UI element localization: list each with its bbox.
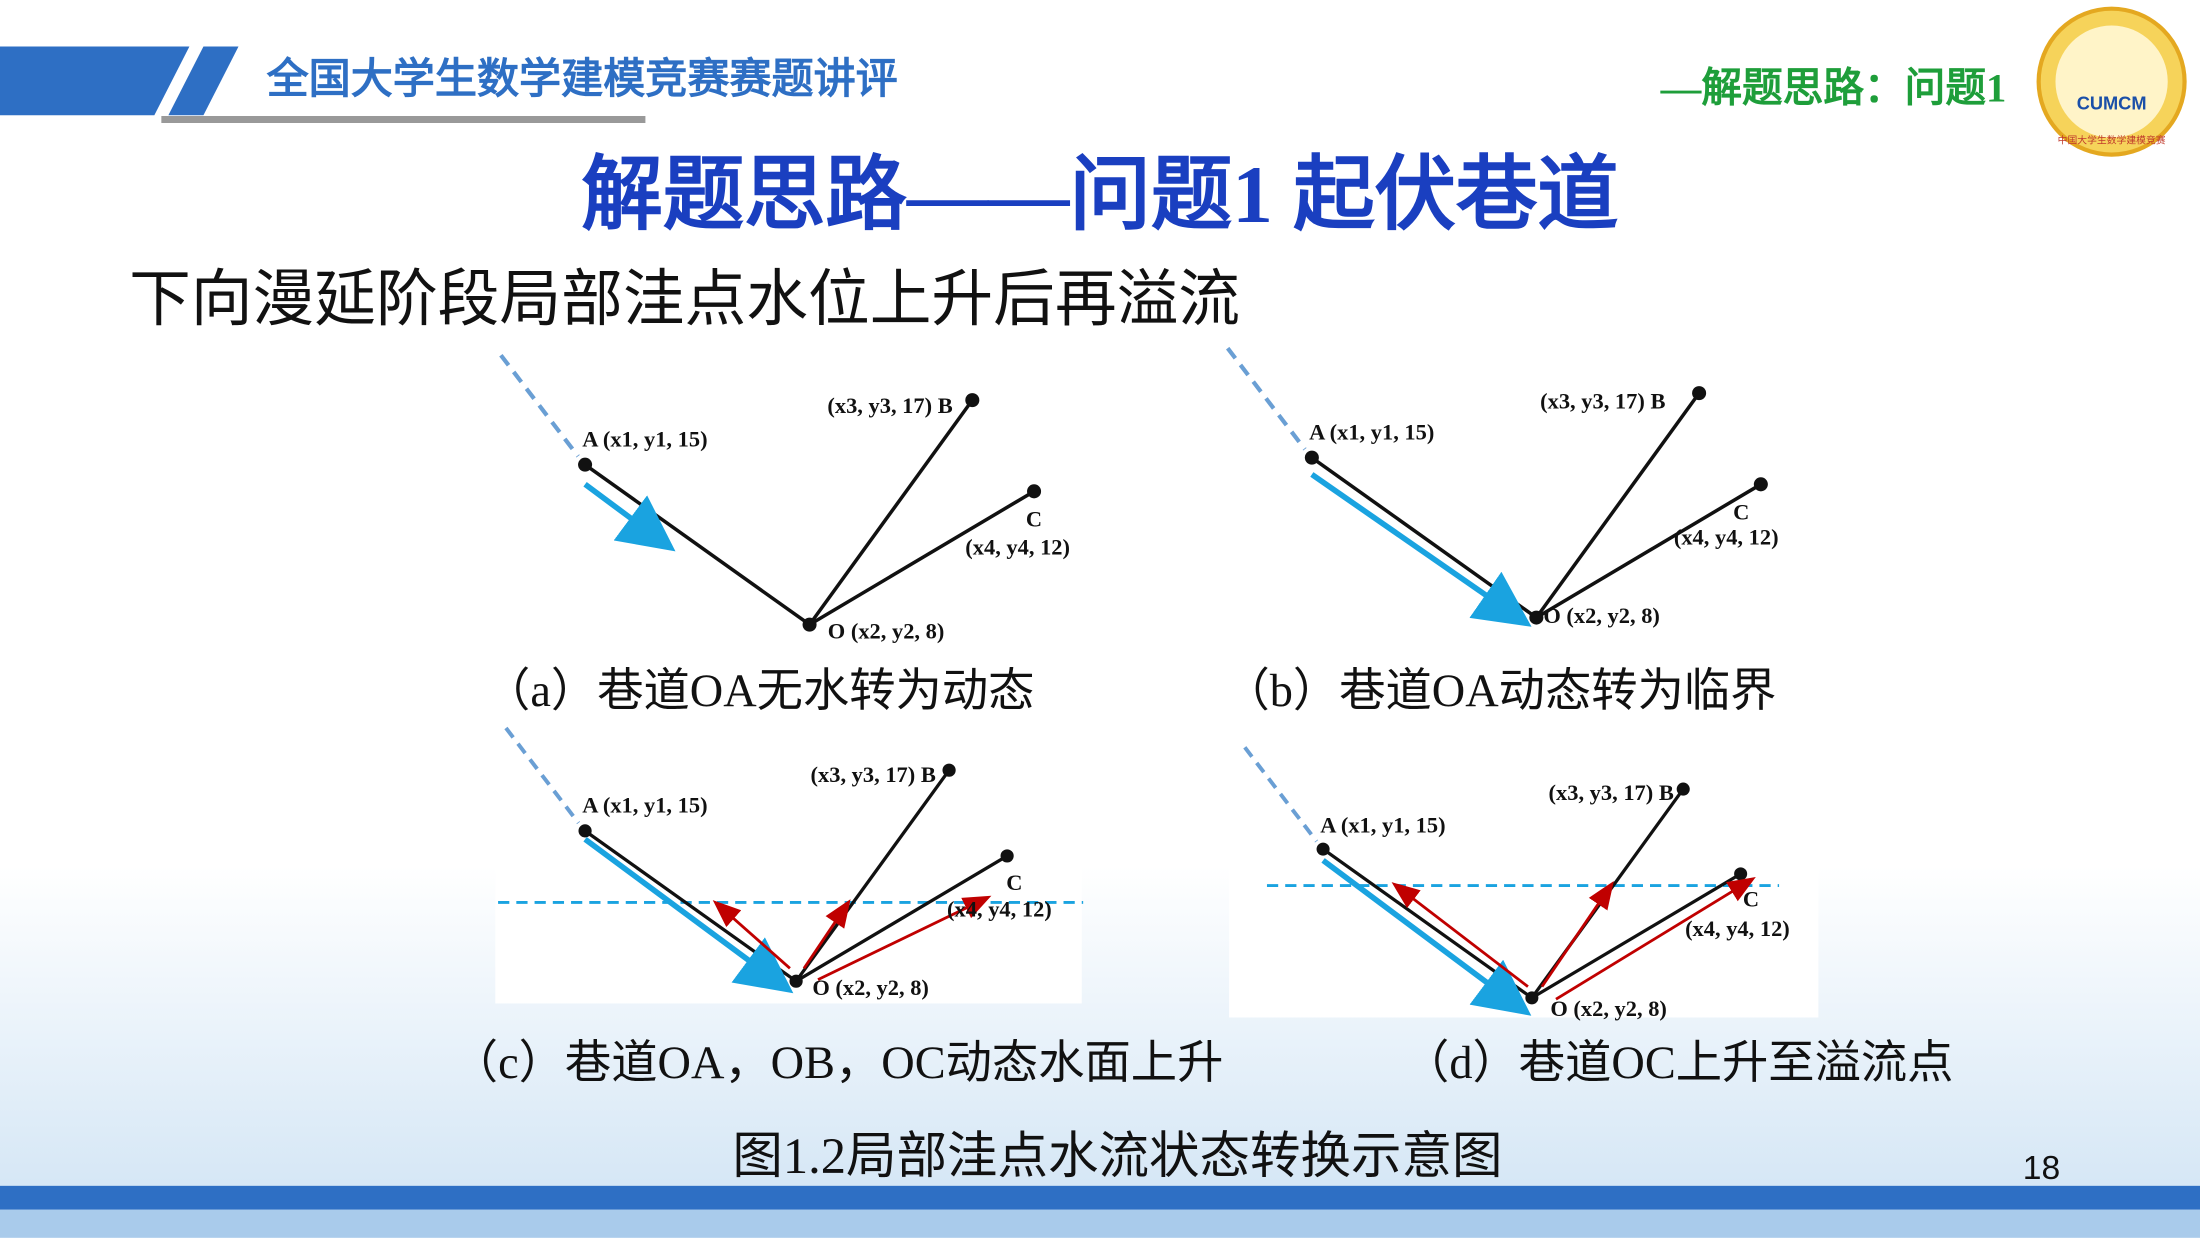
slide-title: 解题思路——问题1 起伏巷道	[581, 149, 1618, 240]
page-number: 18	[2023, 1150, 2060, 1187]
panel	[495, 743, 1082, 1004]
caption-c: （c）巷道OA，OB，OC动态水面上升	[452, 1038, 1224, 1089]
label-c: C	[1026, 506, 1042, 531]
footer-band	[0, 1185, 2200, 1210]
label-b: (x3, y3, 17) B	[811, 762, 936, 787]
caption-d: （d）巷道OC上升至溢流点	[1403, 1038, 1953, 1089]
label-o: O (x2, y2, 8)	[1543, 603, 1660, 628]
diagram-c: A (x1, y1, 15) (x3, y3, 17) B C (x4, y4,…	[498, 726, 1084, 1000]
label-c: C	[1743, 887, 1759, 912]
caption-a: （a）巷道OA无水转为动态	[484, 666, 1034, 717]
coord-c: (x4, y4, 12)	[1674, 525, 1779, 550]
label-c: C	[1733, 499, 1749, 524]
label-a: A (x1, y1, 15)	[1309, 419, 1434, 444]
diagram-a: A (x1, y1, 15) (x3, y3, 17) B C (x4, y4,…	[501, 355, 1070, 644]
label-b: (x3, y3, 17) B	[827, 393, 952, 418]
label-o: O (x2, y2, 8)	[812, 975, 929, 1000]
logo-inner	[2055, 25, 2168, 138]
label-o: O (x2, y2, 8)	[828, 619, 945, 644]
logo-ring: 中国大学生数学建模竞赛	[2058, 133, 2166, 146]
label-a: A (x1, y1, 15)	[582, 426, 707, 451]
caption-b: （b）巷道OA动态转为临界	[1223, 666, 1776, 717]
label-o: O (x2, y2, 8)	[1550, 996, 1667, 1021]
label-a: A (x1, y1, 15)	[1320, 812, 1445, 837]
coord-c: (x4, y4, 12)	[1685, 916, 1790, 941]
figure-caption: 图1.2局部洼点水流状态转换示意图	[732, 1128, 1502, 1184]
header-stripe	[168, 46, 239, 116]
footer-band	[0, 1209, 2200, 1238]
section-title: —解题思路：问题1	[1660, 65, 2007, 110]
diagram-d: A (x1, y1, 15) (x3, y3, 17) B C (x4, y4,…	[1242, 745, 1790, 1021]
label-c: C	[1006, 870, 1022, 895]
label-b: (x3, y3, 17) B	[1540, 389, 1665, 414]
label-a: A (x1, y1, 15)	[582, 793, 707, 818]
diagram-b: A (x1, y1, 15) (x3, y3, 17) B C (x4, y4,…	[1228, 348, 1779, 628]
label-b: (x3, y3, 17) B	[1549, 780, 1674, 805]
slide-subtitle: 下向漫延阶段局部洼点水位上升后再溢流	[129, 266, 1240, 334]
coord-c: (x4, y4, 12)	[965, 534, 1070, 559]
header-title: 全国大学生数学建模竞赛赛题讲评	[266, 55, 898, 103]
panel	[1229, 757, 1819, 1018]
header-stripe	[0, 46, 190, 116]
coord-c: (x4, y4, 12)	[947, 896, 1052, 921]
logo-text: CUMCM	[2077, 93, 2147, 114]
